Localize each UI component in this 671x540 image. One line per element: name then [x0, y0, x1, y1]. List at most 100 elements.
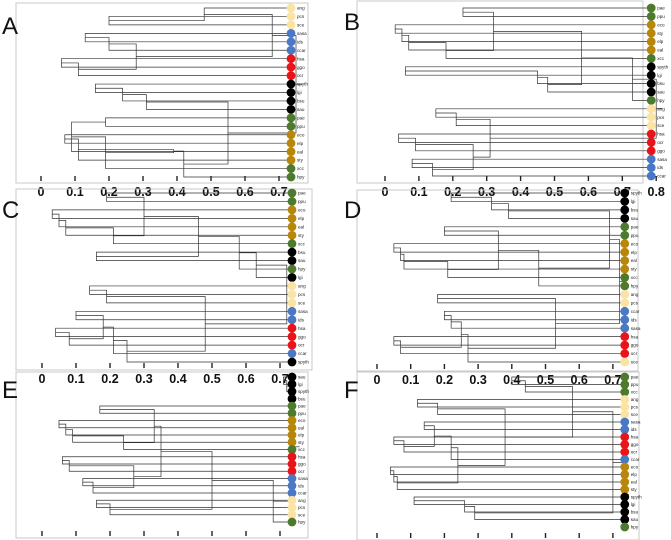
leaf-marker — [287, 315, 297, 325]
leaf-label: pae — [298, 404, 306, 409]
leaf-marker — [646, 62, 656, 72]
leaf-label: hsa — [657, 132, 665, 137]
leaf-label: sau — [631, 517, 639, 522]
leaf-marker — [286, 138, 296, 148]
x-tick-label: 0.7 — [604, 373, 621, 387]
leaf-label: xcc — [631, 390, 639, 395]
dendrogram-branch — [444, 310, 622, 321]
dendrogram-branch — [64, 134, 288, 144]
dendrogram-branch — [435, 108, 649, 118]
x-tick-label: 0.5 — [203, 372, 220, 386]
leaf-label: ggo — [298, 462, 306, 467]
dendrogram-branch — [133, 425, 162, 478]
leaf-marker — [287, 256, 297, 265]
leaf-label: sau — [297, 107, 305, 112]
leaf-label: sau — [298, 258, 306, 263]
leaf-label: ids — [657, 165, 664, 170]
leaf-marker — [287, 290, 297, 299]
leaf-marker — [620, 349, 630, 358]
leaf-label: bsu — [631, 208, 639, 213]
leaf-marker — [287, 349, 297, 358]
leaf-marker — [287, 188, 297, 198]
x-tick-label: 0 — [39, 372, 46, 386]
leaf-marker — [646, 154, 656, 164]
dendrogram-branch — [415, 144, 474, 171]
dendrogram-branch — [446, 11, 494, 51]
leaf-marker — [646, 28, 656, 38]
leaf-marker — [620, 455, 630, 464]
leaf-marker — [287, 445, 297, 454]
leaf-label: spyth — [298, 360, 309, 365]
leaf-marker — [287, 466, 297, 476]
leaf-marker — [620, 492, 630, 502]
dendrogram-branch — [390, 466, 622, 475]
leaf-marker — [287, 416, 297, 425]
leaf-marker — [287, 495, 297, 505]
dendrogram-branch — [65, 227, 289, 245]
dendrogram-branch — [72, 435, 289, 450]
leaf-label: sau — [298, 375, 306, 380]
leaf-marker — [287, 408, 297, 418]
leaf-label: ppu — [631, 233, 639, 238]
leaf-marker — [287, 273, 297, 282]
leaf-markers: sau lgi spyth bsu pae ppu eco eal elp sty xcc hsa gg… — [287, 372, 309, 527]
dendrogram-branches — [394, 7, 663, 177]
leaf-label: sce — [631, 412, 639, 417]
leaf-label: xcc — [298, 447, 306, 452]
dendrogram-branch — [390, 470, 622, 483]
panel-letter: D — [344, 197, 361, 224]
leaf-label: ang — [298, 284, 306, 289]
x-tick-label: 0.2 — [101, 372, 118, 386]
dendrogram-branch — [417, 399, 622, 408]
leaf-label: eal — [298, 224, 304, 229]
leaf-label: sce — [631, 360, 639, 365]
leaf-marker — [620, 188, 630, 198]
leaf-label: pcs — [631, 300, 639, 305]
leaf-marker — [620, 332, 630, 342]
leaf-label: eco — [657, 22, 665, 27]
leaf-marker — [287, 474, 297, 483]
leaf-label: lgi — [631, 199, 636, 204]
leaf-marker — [287, 459, 297, 469]
leaf-label: pcs — [297, 14, 305, 19]
x-tick-label: 0 — [374, 373, 381, 387]
leaf-marker — [646, 45, 656, 55]
leaf-marker — [620, 470, 630, 479]
leaf-marker — [286, 147, 296, 157]
leaf-label: spyth — [631, 191, 642, 196]
leaf-marker — [646, 138, 656, 147]
leaf-marker — [646, 87, 656, 97]
x-tick-label: 0.6 — [237, 372, 254, 386]
leaf-label: lgi — [298, 275, 303, 280]
dendrogram-branch — [444, 230, 499, 270]
leaf-marker — [646, 129, 656, 139]
x-axis: 00.10.20.30.40.50.60.7 — [376, 533, 614, 538]
leaf-label: sce — [297, 23, 305, 28]
x-tick-label: 0.3 — [135, 372, 152, 386]
leaf-marker — [287, 452, 297, 462]
leaf-marker — [620, 462, 630, 472]
leaf-label: bsu — [631, 510, 639, 515]
x-tick-label: 0.1 — [67, 372, 84, 386]
leaf-marker — [287, 357, 297, 367]
leaf-marker — [286, 3, 296, 13]
leaf-label: hpy — [297, 175, 305, 180]
dendrogram-branch — [393, 336, 622, 346]
leaf-marker — [620, 340, 630, 350]
panel-frame — [356, 371, 640, 540]
leaf-marker — [646, 54, 656, 63]
leaf-marker — [287, 372, 297, 382]
x-tick-label: 0.5 — [546, 185, 563, 199]
leaf-marker — [287, 205, 297, 215]
x-tick-label: 0.5 — [537, 373, 554, 387]
leaf-marker — [646, 70, 656, 80]
leaf-marker — [620, 485, 630, 494]
leaf-label: ppu — [298, 411, 306, 416]
leaf-label: eal — [631, 258, 637, 263]
leaf-label: spyth — [657, 64, 668, 69]
leaf-marker — [620, 323, 630, 333]
leaf-marker — [287, 401, 297, 411]
leaf-label: ids — [297, 39, 304, 44]
